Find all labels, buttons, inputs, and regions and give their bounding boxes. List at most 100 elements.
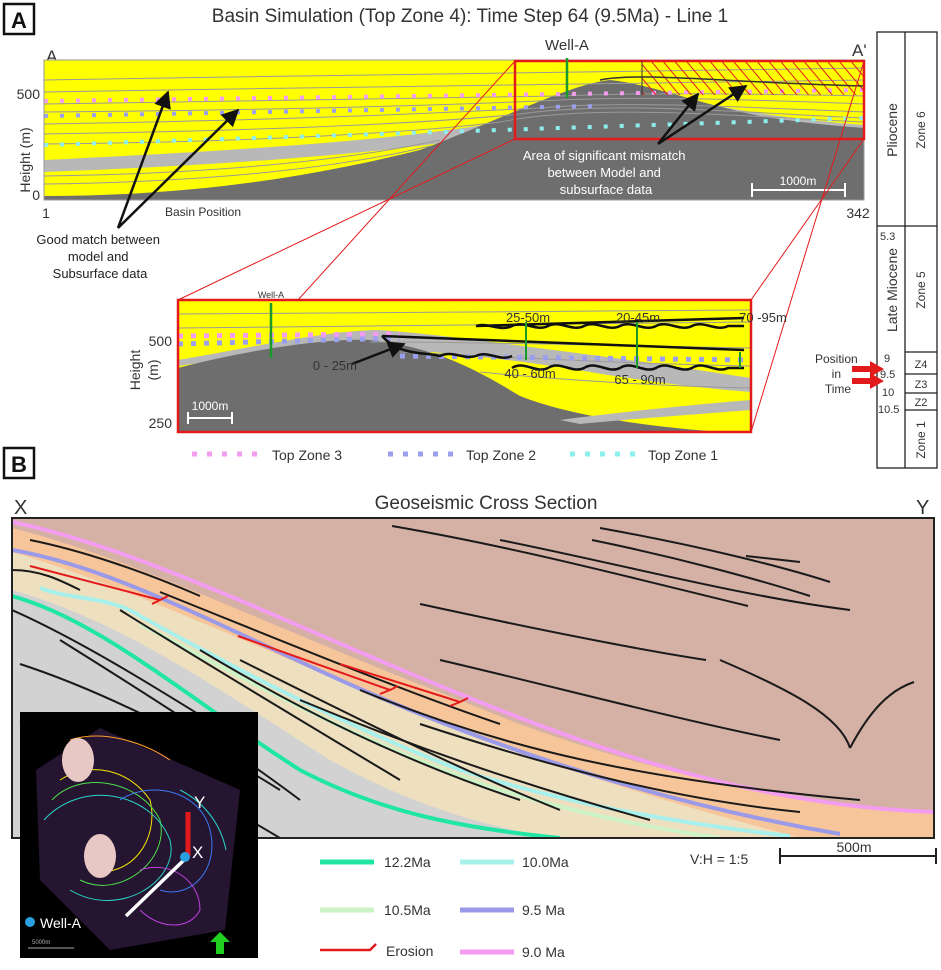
inset-y-label-2: (m)	[145, 360, 161, 381]
scale-bar-label: 1000m	[780, 174, 817, 188]
note-good-line-2: model and	[68, 249, 129, 264]
mismatch-arrows	[657, 84, 748, 146]
legend-top-zones: Top Zone 3 Top Zone 2 Top Zone 1	[192, 447, 718, 463]
epoch-late-miocene: Late Miocene	[884, 248, 900, 332]
inset-y-label-1: Height	[127, 350, 143, 391]
thickness-25-50: 25-50m	[506, 310, 550, 325]
basement	[44, 80, 864, 200]
thickness-40-60: 40 - 60m	[504, 366, 555, 381]
age-10-5: 10.5	[878, 404, 899, 416]
scale-bar-500m-label: 500m	[836, 839, 871, 855]
note-mismatch-line-1: Area of significant mismatch	[523, 148, 686, 163]
map-scale-label: 5000m	[32, 940, 50, 946]
y-tick-0: 0	[32, 187, 40, 203]
position-line-1: Position	[815, 352, 858, 366]
zone-6: Zone 6	[914, 111, 928, 149]
position-in-time: Position in Time	[815, 352, 861, 396]
position-line-3: Time	[825, 382, 852, 396]
inset-arrow	[351, 341, 406, 366]
north-arrow-icon	[210, 932, 230, 954]
legend-label-erosion: Erosion	[386, 943, 433, 959]
mismatch-box	[513, 59, 866, 141]
legend-label-10-0ma: 10.0Ma	[522, 854, 569, 870]
legend-label-10-5ma: 10.5Ma	[384, 902, 431, 918]
panel-a-title: Basin Simulation (Top Zone 4): Time Step…	[212, 6, 728, 27]
panel-b-title: Geoseismic Cross Section	[375, 493, 598, 514]
age-10: 10	[882, 387, 894, 399]
legend-label-9-5ma: 9.5 Ma	[522, 902, 565, 918]
inset-tick-250: 250	[149, 415, 173, 431]
legend-label-12-2ma: 12.2Ma	[384, 854, 431, 870]
zone-5: Zone 5	[914, 271, 928, 309]
vertical-exaggeration: V:H = 1:5	[690, 851, 748, 867]
panel-a-badge: A	[11, 8, 27, 33]
horizon-10-0ma	[39, 586, 791, 838]
note-mismatch: Area of significant mismatch between Mod…	[523, 148, 689, 197]
age-5-3: 5.3	[880, 231, 895, 243]
legend-label-top-zone-1: Top Zone 1	[648, 447, 718, 463]
section-end-a-prime: A'	[852, 41, 867, 60]
stratigraphic-column: Pliocene Late Miocene Zone 6 Zone 5 Z4 Z…	[815, 31, 938, 469]
inset-scale-bar	[187, 412, 233, 424]
horizon-9-0ma	[12, 520, 934, 814]
note-mismatch-line-2: between Model and	[547, 165, 660, 180]
note-mismatch-line-3: subsurface data	[560, 182, 653, 197]
note-good-line-1: Good match between	[36, 232, 160, 247]
legend-label-top-zone-2: Top Zone 2	[466, 447, 536, 463]
inset-well-a-label: Well-A	[258, 290, 284, 300]
note-good-match: Good match between model and Subsurface …	[36, 232, 163, 281]
section-end-y: Y	[916, 497, 929, 519]
zone-z3: Z3	[915, 379, 928, 391]
inset-tick-500: 500	[149, 333, 173, 349]
thickness-70-95: 70 -95m	[739, 310, 787, 325]
x-tick-start: 1	[42, 205, 50, 221]
well-a-label: Well-A	[545, 37, 589, 54]
legend-label-top-zone-3: Top Zone 3	[272, 447, 342, 463]
inset-scale-label: 1000m	[192, 399, 229, 413]
epoch-pliocene: Pliocene	[884, 103, 900, 157]
geoseismic-frame	[11, 517, 935, 839]
panel-b-badge-box	[2, 446, 36, 480]
age-9-5: 9.5	[880, 369, 895, 381]
scale-bar-1000m	[751, 183, 846, 197]
location-map: Y X Well-A 5000m	[20, 712, 258, 958]
zone-1: Zone 1	[914, 421, 928, 459]
thickness-65-90: 65 - 90m	[614, 372, 665, 387]
inset-frame	[176, 298, 753, 434]
map-y-label: Y	[194, 793, 205, 812]
horizon-10-5ma	[139, 622, 721, 838]
legend-swatch-erosion	[320, 943, 377, 952]
map-well-label: Well-A	[40, 915, 82, 931]
section-start-x: X	[14, 497, 27, 519]
good-match-arrows	[116, 90, 240, 229]
x-axis-label: Basin Position	[165, 205, 241, 219]
basin-simulation-section	[44, 60, 864, 200]
panel-a-badge-box	[2, 2, 36, 36]
zone-z4: Z4	[915, 359, 928, 371]
scale-bar-500m	[779, 848, 937, 864]
inset-zoom-section	[178, 300, 751, 432]
time-arrow-10	[852, 373, 884, 389]
legend-label-9-0ma: 9.0 Ma	[522, 944, 565, 960]
map-section-line-white	[124, 858, 186, 918]
map-x-label: X	[192, 843, 203, 862]
age-9: 9	[884, 353, 890, 365]
well-a-dot	[25, 917, 35, 927]
horizon-12-2ma	[12, 594, 561, 838]
legend-ages: 12.2Ma 10.0Ma 10.5Ma 9.5 Ma Erosion 9.0 …	[320, 854, 569, 960]
position-line-2: in	[832, 367, 841, 381]
zone-z2: Z2	[915, 397, 928, 409]
erosion-marks	[29, 565, 469, 707]
y-axis-label: Height (m)	[17, 127, 33, 192]
note-good-line-3: Subsurface data	[53, 266, 148, 281]
panel-b-badge: B	[11, 452, 27, 477]
y-tick-500: 500	[17, 86, 41, 102]
reflectors-upper	[12, 525, 915, 813]
thickness-0-25: 0 - 25m	[313, 358, 357, 373]
panel-b: B Geoseismic Cross Section X Y	[2, 446, 937, 960]
thickness-20-45: 20-45m	[616, 310, 660, 325]
map-x-point	[180, 852, 190, 862]
time-arrow-9-5	[852, 361, 884, 377]
panel-a: A Basin Simulation (Top Zone 4): Time St…	[2, 2, 870, 463]
x-tick-end: 342	[846, 205, 870, 221]
